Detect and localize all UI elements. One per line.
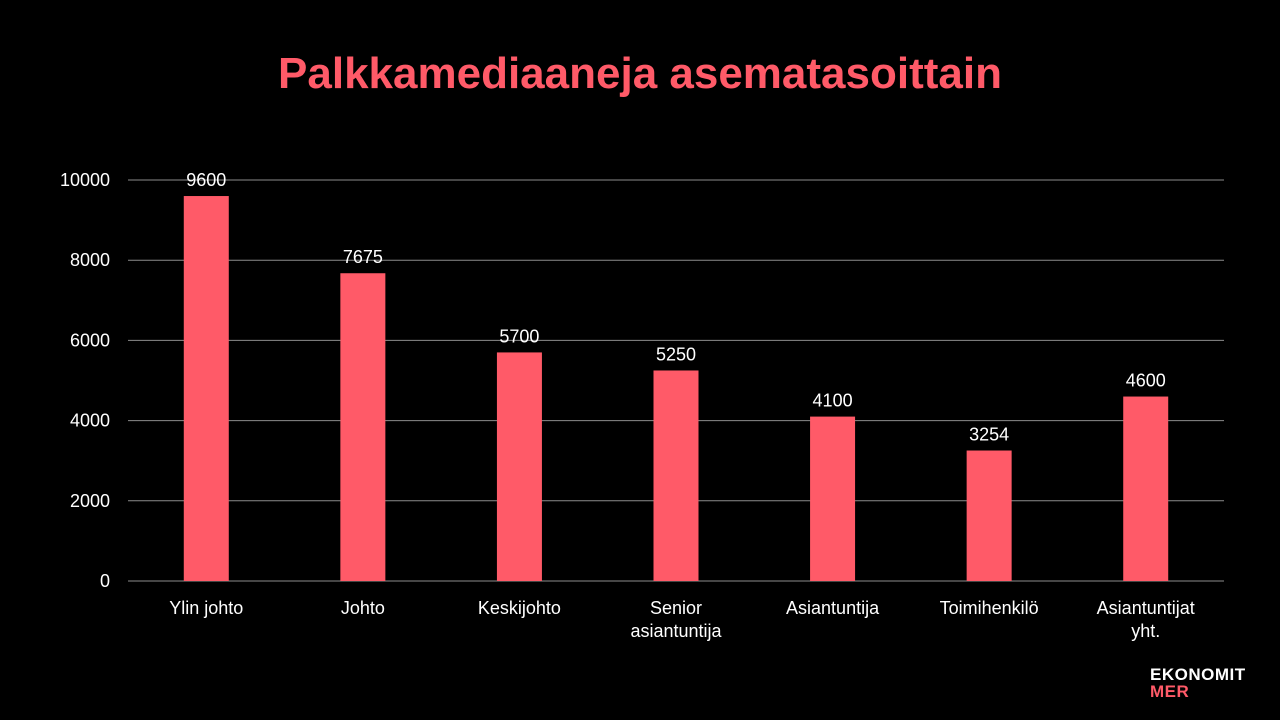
data-label: 5700 (499, 326, 539, 346)
bar (653, 370, 699, 581)
x-tick-label: Keskijohto (478, 598, 561, 618)
data-label: 9600 (186, 170, 226, 190)
x-tick-label: Toimihenkilö (940, 598, 1039, 618)
x-tick-label: yht. (1131, 621, 1160, 641)
bar (340, 273, 386, 581)
y-tick-label: 6000 (70, 330, 110, 350)
y-tick-label: 10000 (60, 170, 110, 190)
bar (966, 450, 1012, 581)
ekonomit-logo: EKONOMIT MER (1150, 666, 1250, 700)
bar (496, 352, 542, 581)
data-label: 4600 (1126, 371, 1166, 391)
bar (1123, 396, 1169, 581)
x-tick-label: asiantuntija (630, 621, 722, 641)
x-tick-label: Asiantuntija (786, 598, 880, 618)
y-tick-label: 0 (100, 571, 110, 591)
data-label: 5250 (656, 344, 696, 364)
y-tick-label: 2000 (70, 491, 110, 511)
data-label: 4100 (813, 391, 853, 411)
y-tick-label: 8000 (70, 250, 110, 270)
x-tick-label: Ylin johto (169, 598, 243, 618)
slide-title: Palkkamediaaneja asematasoittain (278, 49, 1002, 98)
y-tick-label: 4000 (70, 411, 110, 431)
bar (183, 196, 229, 582)
bar (810, 416, 856, 581)
x-tick-label: Johto (341, 598, 385, 618)
data-label: 7675 (343, 247, 383, 267)
logo-text-mer: MER (1150, 682, 1190, 701)
x-tick-label: Asiantuntijat (1097, 598, 1195, 618)
x-tick-label: Senior (650, 598, 702, 618)
data-label: 3254 (969, 425, 1009, 445)
logo-text-ekonomit: EKONOMIT (1150, 665, 1246, 684)
